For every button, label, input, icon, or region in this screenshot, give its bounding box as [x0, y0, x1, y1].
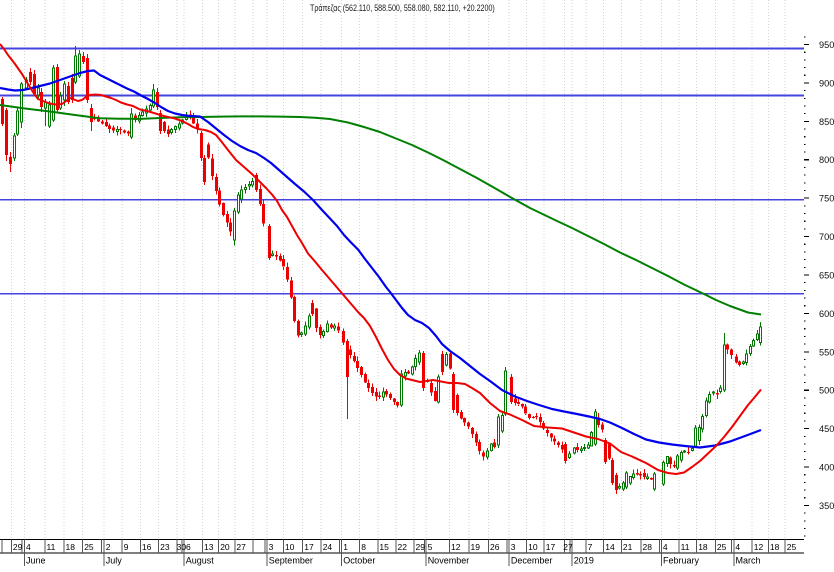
- svg-text:750: 750: [819, 194, 834, 204]
- svg-text:6: 6: [186, 542, 191, 552]
- svg-text:27: 27: [563, 542, 573, 552]
- svg-text:10: 10: [528, 542, 538, 552]
- svg-text:4: 4: [26, 542, 31, 552]
- svg-text:16: 16: [142, 542, 152, 552]
- svg-text:1: 1: [343, 542, 348, 552]
- svg-text:350: 350: [819, 501, 834, 511]
- svg-text:11: 11: [681, 542, 690, 552]
- svg-text:550: 550: [819, 347, 834, 357]
- svg-text:22: 22: [398, 542, 408, 552]
- svg-text:14: 14: [605, 542, 615, 552]
- svg-text:650: 650: [819, 270, 834, 280]
- svg-text:21: 21: [623, 542, 633, 552]
- svg-text:4: 4: [663, 542, 668, 552]
- svg-text:25: 25: [84, 542, 94, 552]
- svg-text:2019: 2019: [574, 556, 594, 566]
- svg-text:November: November: [428, 556, 470, 566]
- svg-text:9: 9: [124, 542, 129, 552]
- svg-text:400: 400: [819, 463, 834, 473]
- svg-text:30: 30: [177, 542, 187, 552]
- svg-text:12: 12: [451, 542, 461, 552]
- svg-text:18: 18: [66, 542, 76, 552]
- svg-text:15: 15: [379, 542, 389, 552]
- svg-text:850: 850: [819, 117, 834, 127]
- svg-text:25: 25: [717, 542, 727, 552]
- svg-text:5: 5: [428, 542, 433, 552]
- svg-text:950: 950: [819, 40, 834, 50]
- svg-text:28: 28: [643, 542, 653, 552]
- svg-text:17: 17: [304, 542, 314, 552]
- svg-text:7: 7: [588, 542, 593, 552]
- svg-text:900: 900: [819, 78, 834, 88]
- svg-text:March: March: [736, 556, 761, 566]
- svg-text:December: December: [511, 556, 553, 566]
- svg-text:29: 29: [416, 542, 426, 552]
- svg-text:2: 2: [106, 542, 111, 552]
- svg-text:4: 4: [735, 542, 740, 552]
- svg-text:800: 800: [819, 155, 834, 165]
- svg-text:25: 25: [787, 542, 797, 552]
- svg-text:11: 11: [47, 542, 56, 552]
- svg-text:12: 12: [754, 542, 764, 552]
- svg-text:27: 27: [236, 542, 246, 552]
- svg-text:23: 23: [160, 542, 170, 552]
- svg-text:20: 20: [220, 542, 230, 552]
- svg-text:August: August: [186, 556, 215, 566]
- svg-text:700: 700: [819, 232, 834, 242]
- svg-text:29: 29: [13, 542, 23, 552]
- svg-text:600: 600: [819, 309, 834, 319]
- svg-text:July: July: [106, 556, 123, 566]
- svg-text:13: 13: [204, 542, 214, 552]
- svg-text:17: 17: [546, 542, 556, 552]
- svg-text:500: 500: [819, 386, 834, 396]
- svg-text:3: 3: [511, 542, 516, 552]
- svg-text:24: 24: [323, 542, 333, 552]
- svg-text:19: 19: [471, 542, 481, 552]
- svg-text:26: 26: [490, 542, 500, 552]
- svg-text:September: September: [269, 556, 313, 566]
- svg-text:Τράπεζας (562.110, 588.500, 55: Τράπεζας (562.110, 588.500, 558.080, 582…: [310, 2, 495, 13]
- svg-text:June: June: [26, 556, 46, 566]
- svg-text:10: 10: [285, 542, 295, 552]
- svg-text:450: 450: [819, 424, 834, 434]
- svg-text:8: 8: [361, 542, 366, 552]
- svg-text:3: 3: [269, 542, 274, 552]
- svg-text:18: 18: [770, 542, 780, 552]
- svg-text:18: 18: [698, 542, 708, 552]
- svg-text:February: February: [663, 556, 700, 566]
- svg-text:October: October: [343, 556, 375, 566]
